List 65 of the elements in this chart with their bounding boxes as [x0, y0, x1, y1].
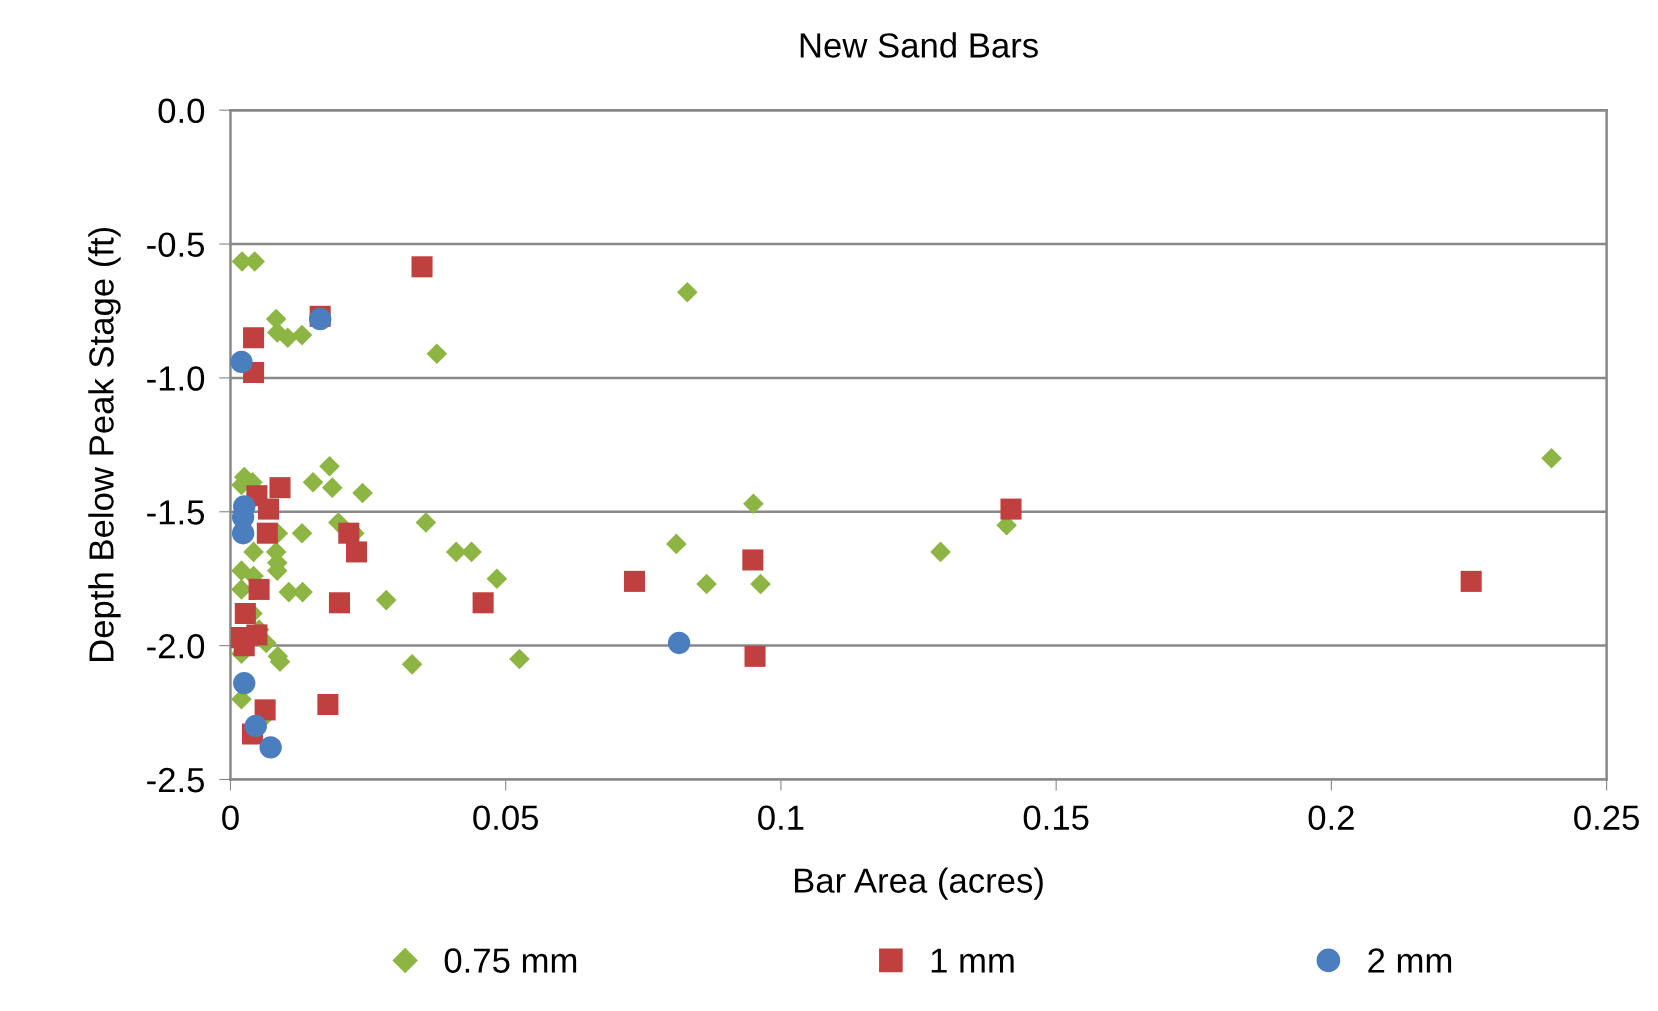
point	[338, 522, 360, 544]
point	[486, 568, 508, 589]
point	[230, 350, 253, 374]
legend-label: 2 mm	[1368, 948, 1452, 973]
point	[291, 522, 313, 544]
point	[401, 654, 423, 675]
point	[269, 477, 291, 499]
point	[317, 693, 339, 716]
x-tick-label: 0.25	[1574, 805, 1639, 830]
point	[930, 541, 951, 563]
point	[244, 714, 267, 738]
point	[742, 549, 764, 571]
point	[461, 541, 482, 563]
point	[667, 631, 691, 655]
x-tick-label: 0.1	[758, 805, 804, 830]
point	[472, 592, 494, 614]
point	[352, 482, 373, 504]
point	[375, 589, 397, 611]
point	[259, 736, 282, 759]
point	[322, 477, 343, 498]
point	[750, 573, 771, 595]
point	[231, 579, 252, 600]
point	[319, 455, 340, 477]
point	[292, 581, 313, 603]
point	[302, 472, 324, 493]
point	[291, 324, 313, 346]
x-tick-label: 0.2	[1308, 805, 1354, 830]
legend-label: 0.75 mm	[444, 948, 577, 973]
point	[328, 592, 350, 614]
y-tick-label: -1.5	[147, 500, 205, 525]
y-tick-label: -2.0	[147, 633, 205, 659]
point	[1460, 570, 1482, 592]
y-tick-label: 0.0	[158, 98, 205, 124]
y-axis-title: Depth Below Peak Stage (ft)	[88, 227, 121, 662]
y-tick-label: -2.5	[147, 767, 205, 793]
point	[426, 343, 448, 365]
point	[677, 281, 698, 303]
point	[623, 570, 646, 592]
point	[696, 573, 717, 595]
point	[256, 522, 278, 544]
point	[277, 327, 299, 349]
point	[1541, 447, 1562, 469]
point	[243, 327, 265, 349]
point	[234, 602, 256, 625]
point	[411, 256, 433, 278]
y-tick-label: -0.5	[147, 232, 205, 257]
x-tick-label: 0.05	[473, 805, 539, 830]
point	[233, 671, 256, 695]
y-tick-label: -1.0	[147, 366, 205, 391]
legend-label: 1 mm	[931, 948, 1014, 973]
point	[248, 578, 270, 600]
point	[445, 541, 467, 563]
x-tick-label: 0	[222, 805, 239, 830]
point	[257, 498, 279, 520]
point	[744, 645, 766, 667]
point	[345, 541, 368, 563]
point	[1000, 498, 1022, 520]
point	[743, 493, 764, 515]
point	[509, 648, 530, 670]
x-axis-title: Bar Area (acres)	[794, 867, 1043, 900]
x-tick-label: 0.15	[1023, 805, 1089, 830]
chart-title: New Sand Bars	[800, 32, 1038, 58]
point	[415, 512, 437, 533]
point	[666, 533, 687, 555]
point	[243, 541, 264, 563]
